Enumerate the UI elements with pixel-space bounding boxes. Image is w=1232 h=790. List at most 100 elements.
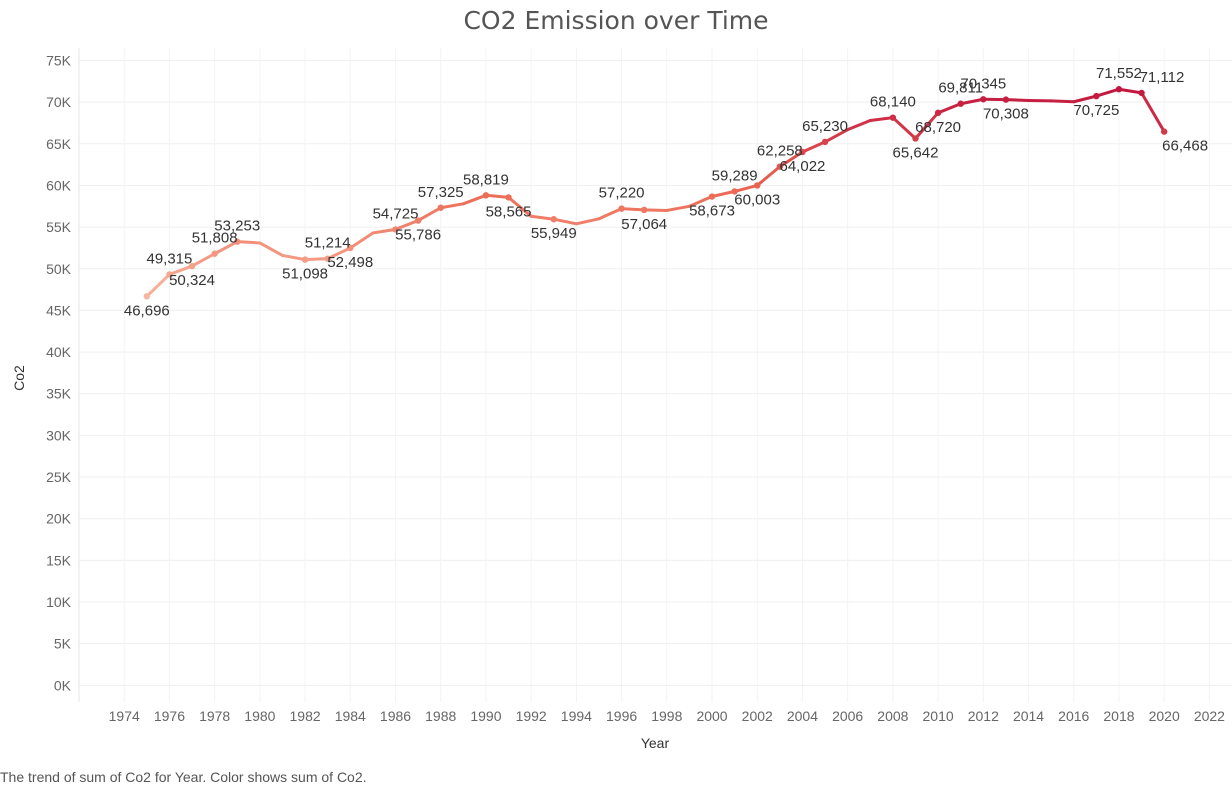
data-label: 57,325 — [418, 184, 464, 201]
data-point — [482, 192, 490, 199]
line-segment — [394, 219, 420, 231]
line-segment — [439, 202, 465, 210]
line-segment — [642, 208, 669, 212]
data-point — [234, 238, 241, 245]
line-segment — [371, 227, 398, 235]
data-point — [550, 216, 557, 223]
data-point — [392, 226, 399, 233]
y-tick-label: 75K — [46, 52, 72, 68]
x-tick-label: 2004 — [787, 708, 818, 724]
data-label: 50,324 — [169, 272, 215, 289]
data-label: 71,552 — [1096, 65, 1142, 82]
data-point — [301, 256, 309, 263]
x-tick-label: 2016 — [1058, 708, 1089, 724]
data-label: 66,468 — [1162, 138, 1208, 155]
line-segment — [1072, 94, 1098, 104]
y-tick-label: 65K — [46, 136, 72, 152]
line-segment — [484, 193, 511, 199]
y-axis-ticks: 0K 5K 10K 15K 20K 25K 30K 35K 40K 45K 50K 55K 60K 65K… — [46, 52, 72, 693]
line-segment — [235, 240, 262, 245]
y-tick-label: 55K — [46, 219, 72, 235]
line-segment — [213, 240, 239, 256]
line-segment — [620, 207, 646, 212]
line-segment — [280, 253, 307, 262]
x-tick-label: 1996 — [606, 708, 637, 724]
data-point — [957, 100, 964, 107]
y-tick-label: 0K — [54, 677, 72, 693]
x-tick-label: 1976 — [154, 708, 185, 724]
data-label: 69,811 — [938, 80, 983, 97]
data-point — [821, 138, 829, 146]
line-segment — [167, 264, 194, 276]
x-tick-label: 2020 — [1149, 708, 1180, 724]
data-point — [437, 204, 444, 211]
data-point — [776, 163, 784, 170]
y-tick-label: 60K — [46, 177, 72, 193]
data-point — [754, 182, 761, 189]
y-tick-label: 70K — [46, 94, 72, 110]
y-tick-label: 20K — [46, 511, 72, 527]
y-axis-label: Co2 — [11, 365, 27, 391]
x-tick-label: 1978 — [199, 708, 230, 724]
chart-caption: The trend of sum of Co2 for Year. Color … — [0, 769, 367, 785]
data-point — [347, 244, 354, 252]
line-segment — [574, 217, 601, 226]
data-point — [799, 148, 806, 156]
x-axis-ticks: 1974 1976 1978 1980 1982 1984 1986 1988 1990 1992… — [109, 708, 1226, 724]
line-segment — [258, 241, 284, 257]
data-point — [640, 206, 648, 214]
x-tick-label: 2012 — [968, 708, 999, 724]
line-segment — [552, 217, 578, 226]
line-segment — [913, 111, 940, 140]
x-tick-label: 2022 — [1194, 708, 1225, 724]
data-label: 70,725 — [1073, 102, 1119, 119]
data-label: 58,819 — [463, 171, 509, 188]
series-points — [143, 86, 1168, 300]
line-segment — [1049, 99, 1076, 104]
data-label: 62,258 — [757, 143, 803, 160]
line-segment — [823, 128, 850, 144]
data-label: 49,315 — [146, 250, 192, 267]
line-segment — [1094, 87, 1121, 98]
data-point — [1160, 128, 1168, 135]
line-segment — [710, 189, 737, 199]
y-tick-label: 10K — [46, 594, 72, 610]
line-segment — [755, 165, 782, 187]
line-segment — [597, 207, 624, 221]
line-segment — [461, 193, 488, 206]
line-segment — [778, 150, 804, 169]
data-point — [505, 194, 512, 201]
data-label: 71,112 — [1140, 69, 1185, 86]
line-segment — [348, 231, 375, 250]
line-segment — [665, 204, 691, 212]
x-tick-label: 2008 — [877, 708, 908, 724]
data-point — [731, 188, 738, 195]
data-point — [1093, 92, 1100, 100]
data-point — [934, 109, 942, 117]
data-point — [211, 250, 218, 257]
data-label: 55,786 — [395, 227, 441, 244]
data-label: 53,253 — [214, 218, 260, 235]
x-tick-label: 2014 — [1013, 708, 1044, 724]
line-segment — [529, 214, 556, 221]
line-segment — [687, 195, 714, 208]
x-tick-label: 1984 — [335, 708, 366, 724]
data-label: 70,308 — [983, 106, 1029, 123]
x-axis-label: Year — [641, 735, 670, 751]
line-segment — [1004, 98, 1031, 102]
x-tick-label: 1982 — [290, 708, 321, 724]
data-label: 57,220 — [599, 185, 645, 202]
data-label: 64,022 — [780, 158, 826, 175]
data-label: 54,725 — [373, 205, 419, 222]
line-segment — [303, 257, 330, 262]
y-tick-label: 35K — [46, 386, 72, 402]
data-label: 51,214 — [305, 235, 351, 252]
data-label: 65,230 — [802, 118, 848, 135]
data-label: 58,565 — [486, 203, 532, 220]
y-tick-label: 45K — [46, 302, 72, 318]
data-label: 58,673 — [689, 203, 735, 220]
data-label: 51,808 — [192, 230, 238, 247]
line-segment — [800, 140, 827, 154]
